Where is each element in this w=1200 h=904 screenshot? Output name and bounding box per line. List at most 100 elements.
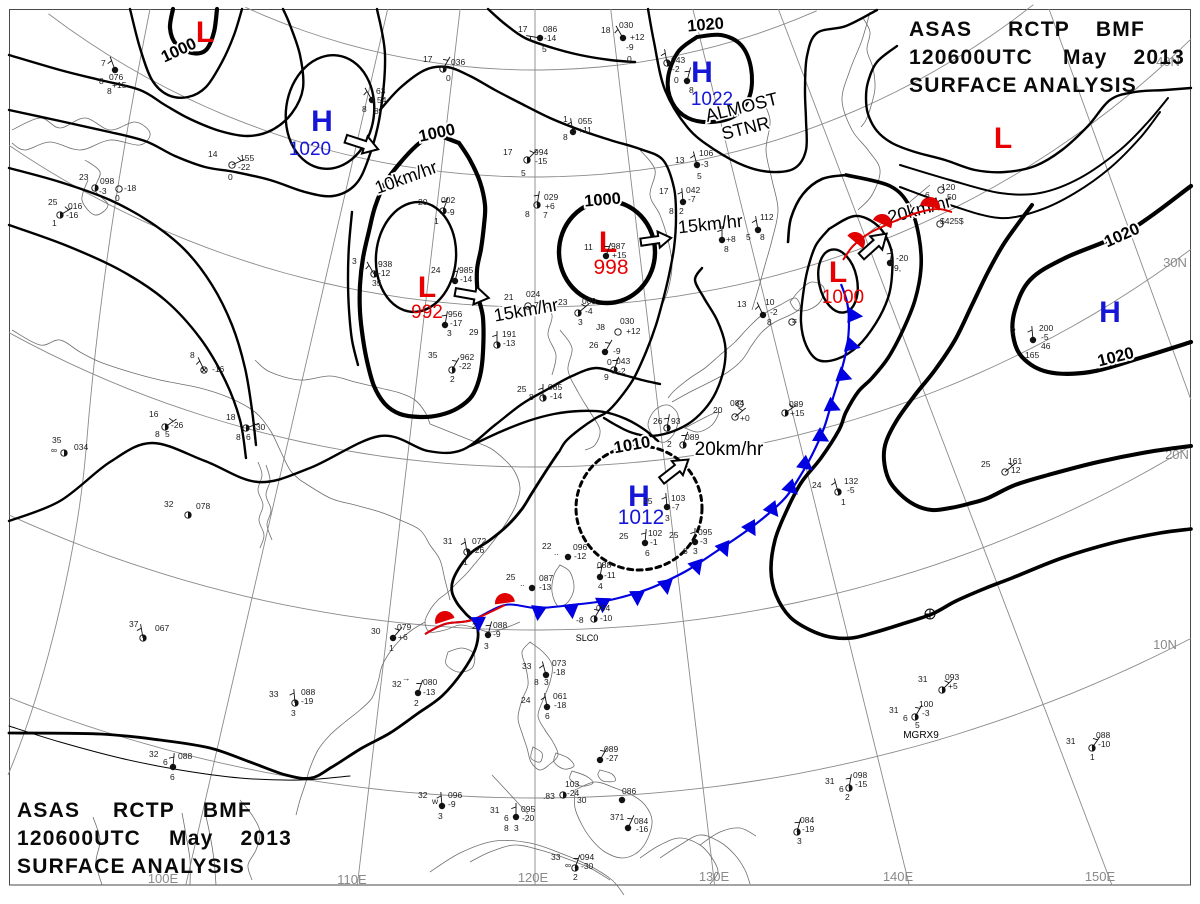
svg-text:30: 30 — [371, 626, 381, 636]
svg-text:-14: -14 — [544, 33, 557, 43]
svg-text:8: 8 — [760, 232, 765, 242]
svg-text:35: 35 — [372, 278, 382, 288]
svg-text:J8: J8 — [596, 322, 605, 332]
svg-text:w: w — [431, 796, 439, 806]
svg-text:29: 29 — [469, 327, 479, 337]
svg-text:+0: +0 — [740, 413, 750, 423]
svg-text:-17: -17 — [450, 318, 463, 328]
svg-text:2013: 2013 — [1133, 46, 1185, 69]
svg-text:-18: -18 — [554, 700, 567, 710]
svg-text:-20: -20 — [522, 813, 535, 823]
svg-text:.83: .83 — [543, 791, 555, 801]
svg-text:0: 0 — [115, 193, 120, 203]
svg-text:25: 25 — [981, 459, 991, 469]
svg-text:067: 067 — [155, 623, 169, 633]
svg-text:H: H — [691, 56, 713, 89]
svg-text:098: 098 — [100, 176, 114, 186]
svg-text:May: May — [169, 827, 213, 850]
svg-text:080: 080 — [423, 677, 437, 687]
svg-text:10N: 10N — [1153, 637, 1177, 652]
svg-text:6: 6 — [246, 432, 251, 442]
svg-text:32: 32 — [418, 790, 428, 800]
svg-text:036: 036 — [451, 57, 465, 67]
svg-text:4: 4 — [598, 581, 603, 591]
svg-text:086: 086 — [622, 786, 636, 796]
svg-text:24: 24 — [521, 695, 531, 705]
svg-text:-13: -13 — [539, 582, 552, 592]
svg-text:088: 088 — [597, 560, 611, 570]
svg-text:3: 3 — [352, 256, 357, 266]
svg-text:-18: -18 — [553, 667, 566, 677]
svg-text:088: 088 — [178, 751, 192, 761]
svg-text:31: 31 — [889, 705, 899, 715]
svg-text:17: 17 — [659, 186, 669, 196]
svg-text:-10: -10 — [1098, 739, 1111, 749]
svg-text:12: 12 — [1011, 465, 1021, 475]
svg-text:9: 9 — [604, 372, 609, 382]
svg-text:L: L — [829, 256, 847, 289]
svg-text:-3: -3 — [700, 536, 708, 546]
svg-text:043: 043 — [616, 356, 630, 366]
svg-text:3: 3 — [578, 317, 583, 327]
svg-text:31: 31 — [490, 805, 500, 815]
svg-text:5: 5 — [542, 44, 547, 54]
svg-text:SURFACE: SURFACE — [909, 74, 1018, 97]
svg-text:L: L — [196, 16, 214, 49]
svg-text:ASAS: ASAS — [17, 799, 80, 822]
svg-text:5: 5 — [521, 168, 526, 178]
svg-text:8: 8 — [374, 106, 379, 116]
svg-text:2: 2 — [667, 439, 672, 449]
svg-text:∞: ∞ — [565, 860, 571, 870]
svg-text:6: 6 — [645, 548, 650, 558]
svg-text:7: 7 — [543, 210, 548, 220]
svg-text:034: 034 — [74, 442, 88, 452]
svg-text:13: 13 — [737, 299, 747, 309]
svg-text:-12: -12 — [378, 268, 391, 278]
svg-text:1: 1 — [841, 497, 846, 507]
svg-text:8: 8 — [529, 392, 534, 402]
svg-text:-9: -9 — [613, 346, 621, 356]
svg-text:8: 8 — [362, 104, 367, 114]
svg-text:6: 6 — [903, 713, 908, 723]
svg-text:30: 30 — [577, 795, 587, 805]
svg-text:8: 8 — [683, 546, 688, 556]
svg-text:3: 3 — [291, 708, 296, 718]
svg-text:26: 26 — [653, 416, 663, 426]
svg-text:3: 3 — [665, 513, 670, 523]
svg-text:2: 2 — [472, 621, 477, 631]
svg-text:-3: -3 — [922, 708, 930, 718]
svg-text:+15: +15 — [112, 80, 127, 90]
svg-text:165: 165 — [1025, 350, 1039, 360]
svg-text:L: L — [994, 122, 1012, 155]
svg-text:33: 33 — [522, 661, 532, 671]
svg-text:13: 13 — [675, 155, 685, 165]
svg-text:18: 18 — [601, 25, 611, 35]
svg-text:RCTP: RCTP — [1008, 18, 1070, 41]
svg-text:24: 24 — [812, 480, 822, 490]
svg-text:5: 5 — [697, 171, 702, 181]
svg-text:5: 5 — [165, 429, 170, 439]
svg-text:079: 079 — [397, 622, 411, 632]
svg-text:25: 25 — [669, 530, 679, 540]
svg-text:-19: -19 — [301, 696, 314, 706]
svg-text:6: 6 — [545, 711, 550, 721]
svg-text:→: → — [402, 673, 411, 683]
svg-text:≡: ≡ — [792, 316, 797, 326]
svg-text:17: 17 — [518, 24, 528, 34]
svg-text:35: 35 — [428, 350, 438, 360]
svg-text:1: 1 — [1090, 752, 1095, 762]
svg-text:31: 31 — [1066, 736, 1076, 746]
svg-text:-2: -2 — [770, 307, 778, 317]
svg-text:17: 17 — [503, 147, 513, 157]
svg-text:371: 371 — [610, 812, 624, 822]
svg-text:024: 024 — [526, 289, 540, 299]
svg-text:1012: 1012 — [618, 506, 665, 529]
svg-text:0: 0 — [228, 172, 233, 182]
svg-text:120: 120 — [941, 182, 955, 192]
svg-text:7: 7 — [101, 58, 106, 68]
svg-text:140E: 140E — [883, 869, 914, 884]
svg-text:23: 23 — [79, 172, 89, 182]
svg-text:8: 8 — [504, 823, 509, 833]
svg-text:ANALYSIS: ANALYSIS — [131, 855, 245, 878]
svg-text:3: 3 — [438, 811, 443, 821]
